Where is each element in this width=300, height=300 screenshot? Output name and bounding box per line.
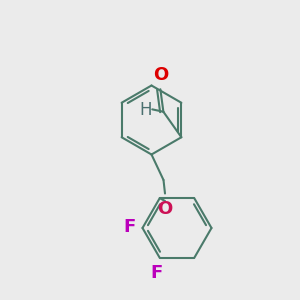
Text: O: O <box>153 66 168 84</box>
Text: H: H <box>139 101 152 119</box>
Text: O: O <box>158 200 172 217</box>
Text: F: F <box>151 265 163 283</box>
Text: F: F <box>124 218 136 236</box>
